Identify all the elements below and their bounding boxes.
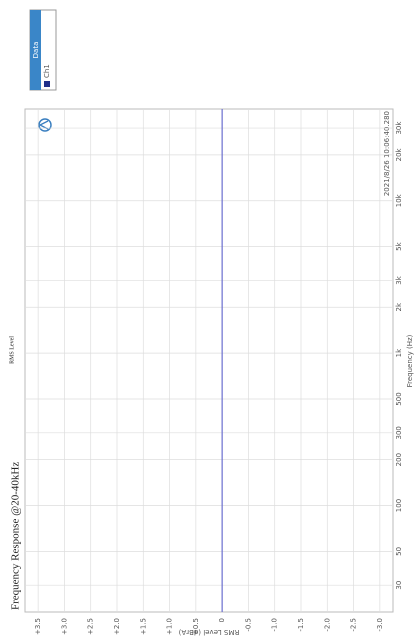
y-tick-label: +1.0 xyxy=(166,618,174,635)
y-tick-label: +2.5 xyxy=(87,618,95,635)
y-tick-label: -2.0 xyxy=(323,618,331,632)
y-tick-label: +3.0 xyxy=(60,618,68,635)
timestamp: 2021/8/26 10:06:40.280 xyxy=(383,111,391,196)
x-tick-label: 2k xyxy=(395,302,403,311)
x-tick-label: 100 xyxy=(395,499,403,512)
x-tick-label: 30k xyxy=(395,121,403,135)
logo-mark xyxy=(38,120,49,130)
y-tick-label: -1.5 xyxy=(297,618,305,632)
y-tick-label: -3.0 xyxy=(376,618,384,632)
y-tick-label: +2.0 xyxy=(113,618,121,635)
legend-label: Ch1 xyxy=(43,64,51,78)
y-tick-label: 0 xyxy=(218,618,226,622)
y-tick-label: -0.5 xyxy=(244,618,252,632)
legend-header xyxy=(30,10,41,90)
x-tick-label: 1k xyxy=(395,348,403,357)
x-tick-label: 5k xyxy=(395,241,403,250)
x-tick-label: 3k xyxy=(395,275,403,284)
x-axis-label: Frequency (Hz) xyxy=(406,334,414,387)
x-tick-label: 500 xyxy=(395,392,403,405)
y-tick-label: -2.5 xyxy=(350,618,358,632)
chart-subtitle: RMS Level xyxy=(9,336,15,364)
x-tick-label: 10k xyxy=(395,193,403,207)
y-tick-label: +1.5 xyxy=(139,618,147,635)
x-tick-label: 30 xyxy=(395,581,403,590)
legend-swatch xyxy=(44,81,50,87)
y-tick-label: -1.0 xyxy=(271,618,279,632)
y-tick-label: +0.5 xyxy=(192,618,200,635)
x-tick-label: 50 xyxy=(395,547,403,556)
plot-frame xyxy=(24,108,394,613)
y-axis-label: RMS Level (dBrA) xyxy=(178,628,239,636)
logo xyxy=(38,118,52,132)
rotated-chart: Frequency Response @20-40kHz RMS Level 2… xyxy=(9,9,414,636)
chart-title: Frequency Response @20-40kHz xyxy=(10,462,22,610)
y-tick-label: +3.5 xyxy=(34,618,42,635)
x-tick-label: 20k xyxy=(395,147,403,161)
legend-title: Data xyxy=(32,42,40,59)
x-tick-label: 200 xyxy=(395,453,403,466)
x-tick-label: 300 xyxy=(395,426,403,439)
